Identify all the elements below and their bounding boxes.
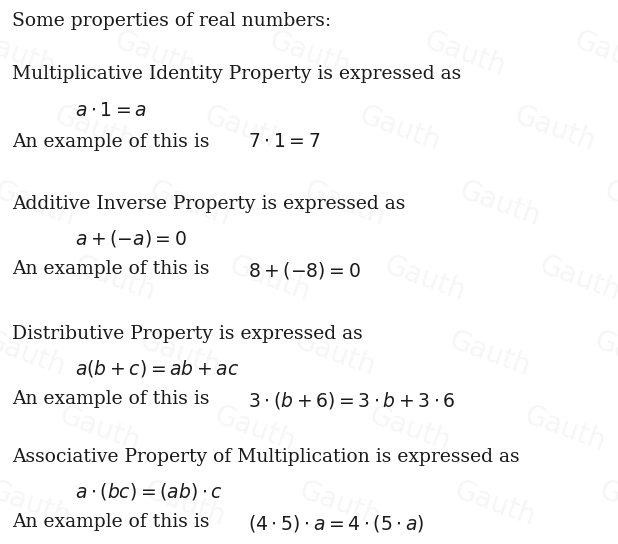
Text: Additive Inverse Property is expressed as: Additive Inverse Property is expressed a… xyxy=(12,195,405,213)
Text: Gauth: Gauth xyxy=(595,477,618,531)
Text: $3 \cdot (b + 6) = 3 \cdot b + 3 \cdot 6$: $3 \cdot (b + 6) = 3 \cdot b + 3 \cdot 6… xyxy=(248,390,455,411)
Text: Gauth: Gauth xyxy=(290,326,379,381)
Text: Gauth: Gauth xyxy=(145,176,234,232)
Text: Gauth: Gauth xyxy=(135,326,224,381)
Text: Gauth: Gauth xyxy=(55,401,144,456)
Text: Gauth: Gauth xyxy=(590,326,618,381)
Text: Gauth: Gauth xyxy=(450,477,539,531)
Text: Gauth: Gauth xyxy=(535,251,618,307)
Text: Gauth: Gauth xyxy=(70,251,159,307)
Text: Gauth: Gauth xyxy=(510,101,599,157)
Text: Gauth: Gauth xyxy=(225,251,314,307)
Text: Some properties of real numbers:: Some properties of real numbers: xyxy=(12,12,331,30)
Text: An example of this is: An example of this is xyxy=(12,133,210,151)
Text: Gauth: Gauth xyxy=(600,176,618,232)
Text: Gauth: Gauth xyxy=(365,401,454,456)
Text: Gauth: Gauth xyxy=(295,477,384,531)
Text: Gauth: Gauth xyxy=(0,27,59,82)
Text: Distributive Property is expressed as: Distributive Property is expressed as xyxy=(12,325,363,343)
Text: Gauth: Gauth xyxy=(380,251,469,307)
Text: $(4 \cdot 5) \cdot a = 4 \cdot (5 \cdot a)$: $(4 \cdot 5) \cdot a = 4 \cdot (5 \cdot … xyxy=(248,513,425,534)
Text: $a \cdot 1 = a$: $a \cdot 1 = a$ xyxy=(75,102,147,120)
Text: Gauth: Gauth xyxy=(50,101,139,157)
Text: Gauth: Gauth xyxy=(0,326,69,381)
Text: An example of this is: An example of this is xyxy=(12,513,210,531)
Text: Associative Property of Multiplication is expressed as: Associative Property of Multiplication i… xyxy=(12,448,520,466)
Text: $a \cdot (bc) = (ab) \cdot c$: $a \cdot (bc) = (ab) \cdot c$ xyxy=(75,481,223,502)
Text: Multiplicative Identity Property is expressed as: Multiplicative Identity Property is expr… xyxy=(12,65,461,83)
Text: Gauth: Gauth xyxy=(355,101,444,157)
Text: Gauth: Gauth xyxy=(0,477,74,531)
Text: $a(b + c) = ab + ac$: $a(b + c) = ab + ac$ xyxy=(75,358,239,379)
Text: An example of this is: An example of this is xyxy=(12,390,210,408)
Text: Gauth: Gauth xyxy=(200,101,289,157)
Text: An example of this is: An example of this is xyxy=(12,260,210,278)
Text: Gauth: Gauth xyxy=(520,401,609,456)
Text: $a + (-a) = 0$: $a + (-a) = 0$ xyxy=(75,228,187,249)
Text: Gauth: Gauth xyxy=(110,27,199,82)
Text: Gauth: Gauth xyxy=(445,326,534,381)
Text: $7 \cdot 1 = 7$: $7 \cdot 1 = 7$ xyxy=(248,133,320,151)
Text: $8 + (-8) = 0$: $8 + (-8) = 0$ xyxy=(248,260,361,281)
Text: Gauth: Gauth xyxy=(420,27,509,82)
Text: Gauth: Gauth xyxy=(455,176,544,232)
Text: Gauth: Gauth xyxy=(140,477,229,531)
Text: Gauth: Gauth xyxy=(265,27,354,82)
Text: Gauth: Gauth xyxy=(300,176,389,232)
Text: Gauth: Gauth xyxy=(210,401,299,456)
Text: Gauth: Gauth xyxy=(570,27,618,82)
Text: Gauth: Gauth xyxy=(0,176,79,232)
